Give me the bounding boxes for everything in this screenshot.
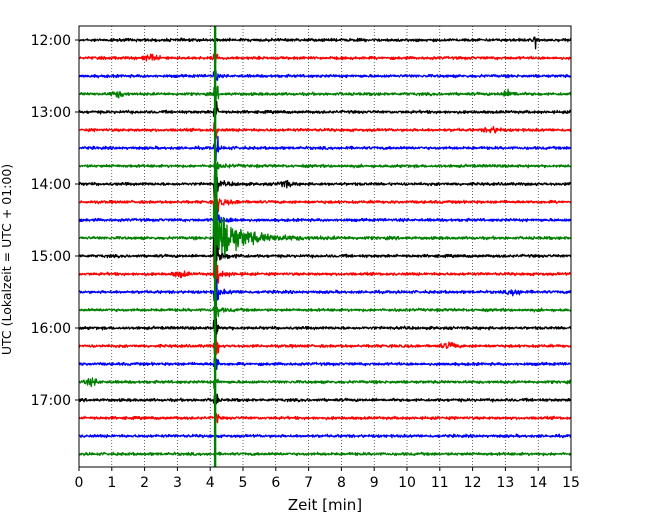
seismic-trace (78, 70, 572, 81)
y-tick-label: 16:00 (31, 321, 71, 337)
seismic-trace (78, 209, 572, 233)
y-axis-label: UTC (Lokalzeit = UTC + 01:00) (0, 164, 14, 355)
seismic-traces (78, 26, 572, 467)
seismic-trace (78, 135, 572, 162)
seismic-trace (78, 101, 572, 118)
x-tick-label: 5 (239, 475, 248, 491)
seismic-trace (78, 338, 572, 355)
y-tick-label: 12:00 (31, 33, 71, 49)
seismic-trace (78, 256, 572, 287)
seismic-trace (78, 393, 572, 405)
seismic-trace (78, 164, 572, 344)
x-tick-label: 0 (75, 475, 84, 491)
y-axis-ticks: 12:00 13:00 14:00 15:00 16:00 17:00 (31, 33, 79, 409)
x-tick-label: 12 (464, 475, 482, 491)
x-tick-label: 4 (206, 475, 215, 491)
x-axis-ticks: 0 1 2 3 4 5 6 7 8 9 10 11 12 13 14 15 (75, 467, 580, 491)
seismic-trace (78, 236, 572, 266)
x-tick-label: 14 (529, 475, 547, 491)
x-tick-label: 13 (496, 475, 514, 491)
y-tick-label: 13:00 (31, 105, 71, 121)
seismic-trace (78, 278, 572, 302)
seismic-trace (78, 433, 572, 439)
x-tick-label: 9 (370, 475, 379, 491)
seismic-trace (78, 318, 572, 343)
plot-frame (78, 25, 572, 468)
seismic-trace (78, 413, 572, 424)
seismic-trace (78, 53, 572, 65)
seismic-trace (78, 451, 572, 457)
x-tick-label: 8 (337, 475, 346, 491)
x-tick-label: 10 (398, 475, 416, 491)
x-tick-label: 11 (431, 475, 449, 491)
seismic-trace (78, 36, 572, 50)
seismic-trace (78, 152, 572, 179)
x-tick-label: 3 (173, 475, 182, 491)
x-tick-label: 6 (271, 475, 280, 491)
seismic-trace (78, 122, 572, 139)
seismic-trace (78, 188, 572, 214)
seismic-trace (78, 374, 572, 391)
seismic-trace (78, 85, 572, 105)
y-tick-label: 14:00 (31, 177, 71, 193)
x-tick-label: 2 (140, 475, 149, 491)
x-tick-label: 1 (107, 475, 116, 491)
x-axis-label: Zeit [min] (288, 496, 362, 514)
seismic-trace (78, 169, 572, 198)
x-tick-label: 15 (562, 475, 580, 491)
seismic-trace (78, 302, 572, 324)
x-tick-label: 7 (304, 475, 313, 491)
seismic-trace (78, 357, 572, 370)
y-tick-label: 17:00 (31, 393, 71, 409)
y-tick-label: 15:00 (31, 249, 71, 265)
